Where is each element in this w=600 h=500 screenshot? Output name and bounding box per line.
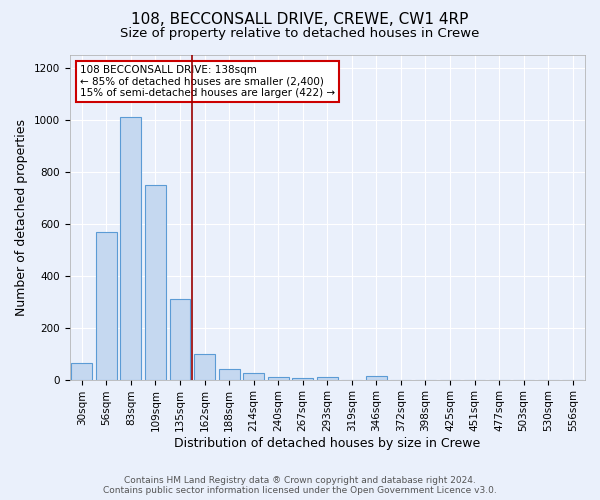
Bar xyxy=(121,118,142,380)
Bar xyxy=(317,377,338,380)
Bar xyxy=(292,378,313,380)
Text: Contains HM Land Registry data ® Crown copyright and database right 2024.
Contai: Contains HM Land Registry data ® Crown c… xyxy=(103,476,497,495)
Y-axis label: Number of detached properties: Number of detached properties xyxy=(15,119,28,316)
Bar xyxy=(96,232,117,380)
Bar xyxy=(170,299,190,380)
Text: 108 BECCONSALL DRIVE: 138sqm
← 85% of detached houses are smaller (2,400)
15% of: 108 BECCONSALL DRIVE: 138sqm ← 85% of de… xyxy=(80,64,335,98)
Bar xyxy=(268,377,289,380)
Text: Size of property relative to detached houses in Crewe: Size of property relative to detached ho… xyxy=(121,28,479,40)
Bar xyxy=(243,373,264,380)
Bar xyxy=(145,185,166,380)
Bar xyxy=(194,354,215,380)
Text: 108, BECCONSALL DRIVE, CREWE, CW1 4RP: 108, BECCONSALL DRIVE, CREWE, CW1 4RP xyxy=(131,12,469,28)
Bar xyxy=(366,376,387,380)
Bar xyxy=(218,369,239,380)
Bar xyxy=(71,362,92,380)
X-axis label: Distribution of detached houses by size in Crewe: Distribution of detached houses by size … xyxy=(174,437,481,450)
